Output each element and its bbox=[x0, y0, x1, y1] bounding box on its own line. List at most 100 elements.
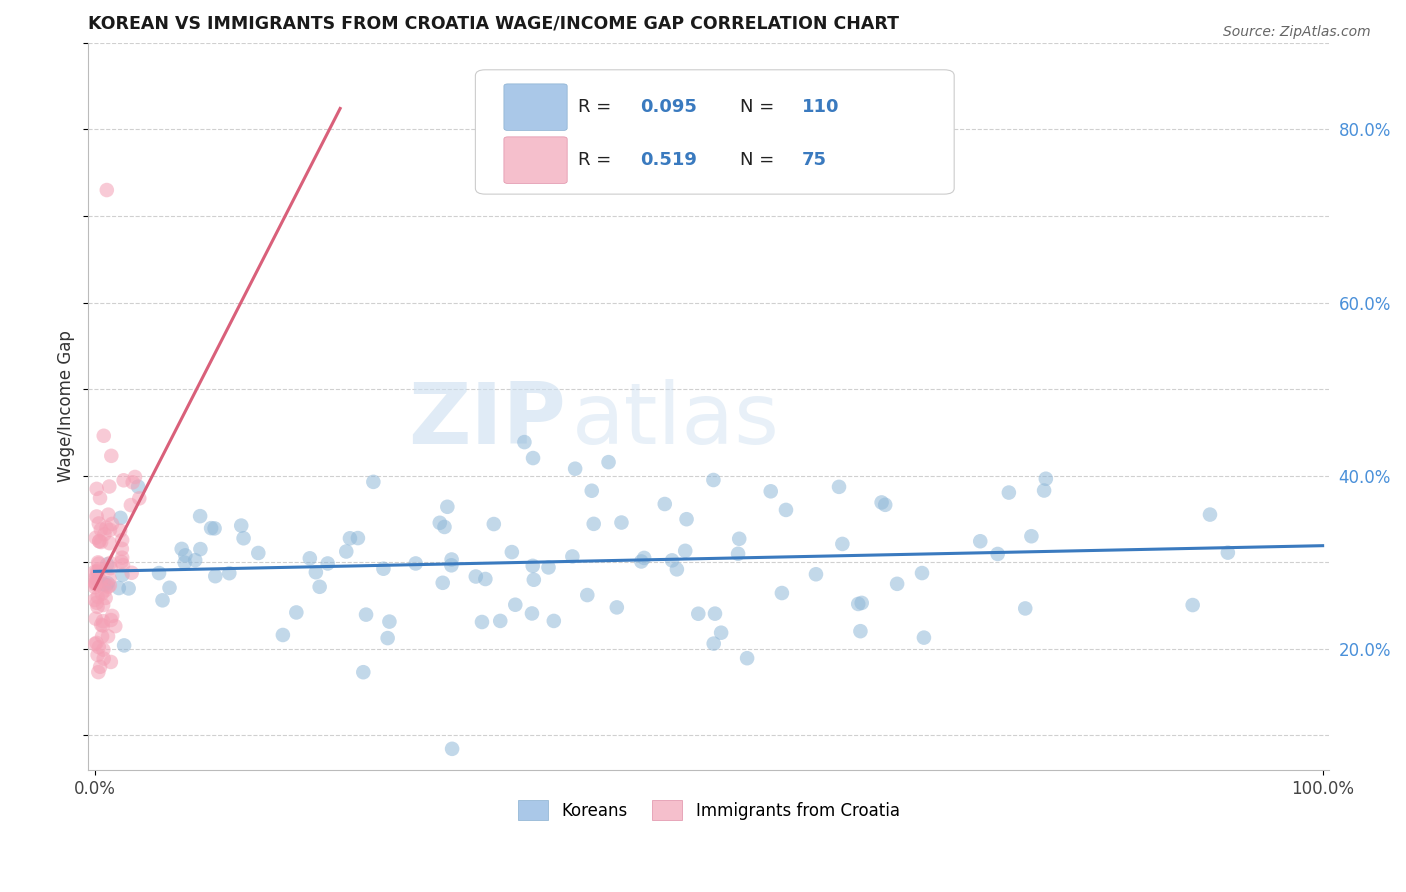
Point bbox=[378, 615, 401, 629]
Point bbox=[159, 581, 181, 595]
Point bbox=[471, 615, 494, 629]
Point bbox=[100, 655, 122, 669]
Point bbox=[96, 558, 118, 572]
Point bbox=[190, 542, 212, 557]
Point bbox=[98, 536, 121, 550]
Text: ZIP: ZIP bbox=[408, 379, 567, 462]
Point bbox=[173, 556, 195, 570]
Text: R =: R = bbox=[578, 98, 617, 116]
Point bbox=[352, 665, 374, 680]
Point bbox=[501, 545, 523, 559]
Point bbox=[727, 547, 749, 561]
Point bbox=[232, 531, 254, 545]
Point bbox=[117, 582, 139, 596]
Point bbox=[90, 574, 112, 588]
Point bbox=[654, 497, 676, 511]
Point bbox=[188, 509, 211, 524]
Point bbox=[104, 619, 127, 633]
Point bbox=[87, 516, 110, 531]
Point bbox=[91, 598, 114, 612]
Point bbox=[354, 607, 377, 622]
Point bbox=[440, 558, 463, 573]
Point bbox=[91, 642, 114, 657]
Point bbox=[90, 523, 112, 537]
Point bbox=[108, 524, 131, 538]
Point bbox=[128, 491, 150, 506]
Point bbox=[231, 518, 253, 533]
Point bbox=[831, 537, 853, 551]
Point bbox=[271, 628, 294, 642]
Point bbox=[98, 556, 121, 570]
Point bbox=[1181, 598, 1204, 612]
Point bbox=[87, 566, 110, 580]
Point bbox=[97, 629, 120, 643]
Point bbox=[94, 591, 117, 605]
Point bbox=[433, 520, 456, 534]
Point bbox=[98, 523, 121, 537]
Point bbox=[87, 555, 110, 569]
Text: 110: 110 bbox=[801, 98, 839, 116]
Point bbox=[564, 461, 586, 475]
Point bbox=[100, 449, 122, 463]
Point bbox=[90, 587, 112, 601]
Point bbox=[432, 575, 454, 590]
Point bbox=[84, 572, 107, 586]
Point bbox=[86, 509, 108, 524]
Text: 0.095: 0.095 bbox=[640, 98, 697, 116]
Point bbox=[111, 541, 134, 556]
Point bbox=[86, 564, 108, 578]
Point bbox=[121, 475, 143, 490]
Point bbox=[537, 560, 560, 574]
Point bbox=[112, 473, 135, 487]
Point bbox=[110, 555, 132, 569]
Point bbox=[112, 639, 135, 653]
Point bbox=[849, 624, 872, 639]
Point bbox=[93, 577, 115, 591]
Point bbox=[305, 566, 328, 580]
Point bbox=[86, 590, 108, 604]
Point bbox=[84, 577, 107, 591]
Point bbox=[688, 607, 710, 621]
Point bbox=[969, 534, 991, 549]
Point bbox=[285, 606, 308, 620]
Point bbox=[703, 637, 725, 651]
Point bbox=[661, 553, 683, 567]
Point bbox=[347, 531, 370, 545]
Point bbox=[87, 557, 110, 571]
Point bbox=[673, 544, 696, 558]
Point bbox=[100, 561, 122, 575]
Point bbox=[464, 569, 486, 583]
Point bbox=[702, 473, 724, 487]
Point bbox=[804, 567, 827, 582]
Point bbox=[870, 495, 893, 509]
Point bbox=[86, 648, 108, 662]
Point bbox=[91, 614, 114, 628]
Point bbox=[124, 470, 146, 484]
Point bbox=[83, 565, 105, 579]
Point bbox=[581, 483, 603, 498]
Point bbox=[87, 665, 110, 680]
Point bbox=[606, 600, 628, 615]
Point bbox=[576, 588, 599, 602]
Point bbox=[98, 572, 121, 586]
Point bbox=[582, 516, 605, 531]
Point bbox=[84, 575, 107, 590]
Point bbox=[170, 541, 193, 556]
Point bbox=[84, 612, 107, 626]
Point bbox=[84, 571, 107, 585]
Point bbox=[204, 569, 226, 583]
Point bbox=[735, 651, 758, 665]
Point bbox=[759, 484, 782, 499]
Point bbox=[91, 618, 114, 632]
Point bbox=[1033, 483, 1056, 498]
Point bbox=[710, 625, 733, 640]
Point bbox=[84, 580, 107, 594]
Point bbox=[912, 631, 935, 645]
Point bbox=[87, 640, 110, 654]
Point bbox=[86, 636, 108, 650]
Point bbox=[127, 480, 149, 494]
Point bbox=[89, 534, 111, 549]
Point bbox=[405, 557, 427, 571]
Point bbox=[828, 480, 851, 494]
Point bbox=[111, 568, 134, 582]
